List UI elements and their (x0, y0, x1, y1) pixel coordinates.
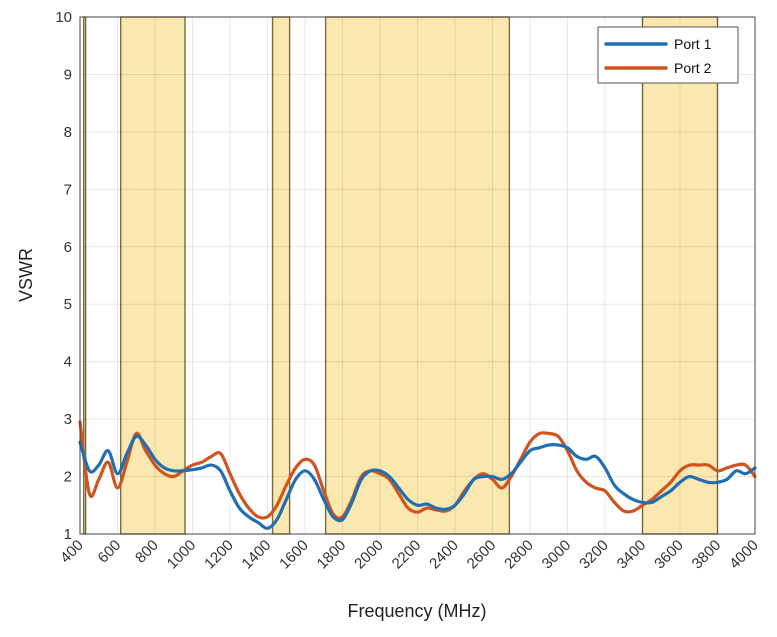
series-line-port-1 (78, 434, 757, 530)
y-tick-2: 2 (64, 469, 72, 486)
legend-box (597, 26, 739, 84)
x-axis-label: Frequency (MHz) (347, 601, 486, 621)
x-tick-2600: 2600 (464, 537, 500, 573)
y-tick-10: 10 (55, 9, 72, 26)
series-line-port-2 (78, 420, 757, 520)
x-tick-400: 400 (57, 537, 87, 567)
x-tick-3000: 3000 (539, 537, 575, 573)
plot-frame (79, 16, 756, 535)
y-tick-9: 9 (64, 66, 72, 83)
x-tick-2400: 2400 (426, 537, 462, 573)
y-tick-4: 4 (64, 354, 72, 371)
x-tick-3600: 3600 (651, 537, 687, 573)
band-1710-2690 (324, 16, 511, 535)
x-tick-2800: 2800 (501, 537, 537, 573)
x-tick-1000: 1000 (164, 537, 200, 573)
x-tick-800: 800 (132, 537, 162, 567)
x-tick-labels: 400 600 800 1000 1200 1400 1600 1800 2000 2200 240… (57, 537, 762, 573)
series-lines (78, 420, 757, 530)
shaded-bands (83, 16, 719, 535)
y-tick-5: 5 (64, 296, 72, 313)
legend: Port 1 Port 2 (597, 26, 739, 84)
y-tick-labels: 1 2 3 4 5 6 7 8 9 10 (55, 9, 72, 543)
legend-label-port-1: Port 1 (674, 36, 712, 52)
y-tick-8: 8 (64, 124, 72, 141)
legend-label-port-2: Port 2 (674, 60, 712, 76)
x-tick-2000: 2000 (351, 537, 387, 573)
x-tick-4000: 4000 (726, 537, 762, 573)
band-1427-1518 (271, 16, 291, 535)
x-tick-3200: 3200 (576, 537, 612, 573)
x-tick-3800: 3800 (689, 537, 725, 573)
x-tick-1600: 1600 (276, 537, 312, 573)
y-tick-1: 1 (64, 526, 72, 543)
y-tick-6: 6 (64, 239, 72, 256)
band-3400-3800 (641, 16, 719, 535)
x-tick-1800: 1800 (314, 537, 350, 573)
x-tick-1400: 1400 (239, 537, 275, 573)
x-tick-600: 600 (95, 537, 125, 567)
y-tick-7: 7 (64, 181, 72, 198)
x-tick-1200: 1200 (201, 537, 237, 573)
y-tick-3: 3 (64, 411, 72, 428)
y-axis-label: VSWR (16, 248, 36, 302)
x-tick-2200: 2200 (389, 537, 425, 573)
x-tick-3400: 3400 (614, 537, 650, 573)
